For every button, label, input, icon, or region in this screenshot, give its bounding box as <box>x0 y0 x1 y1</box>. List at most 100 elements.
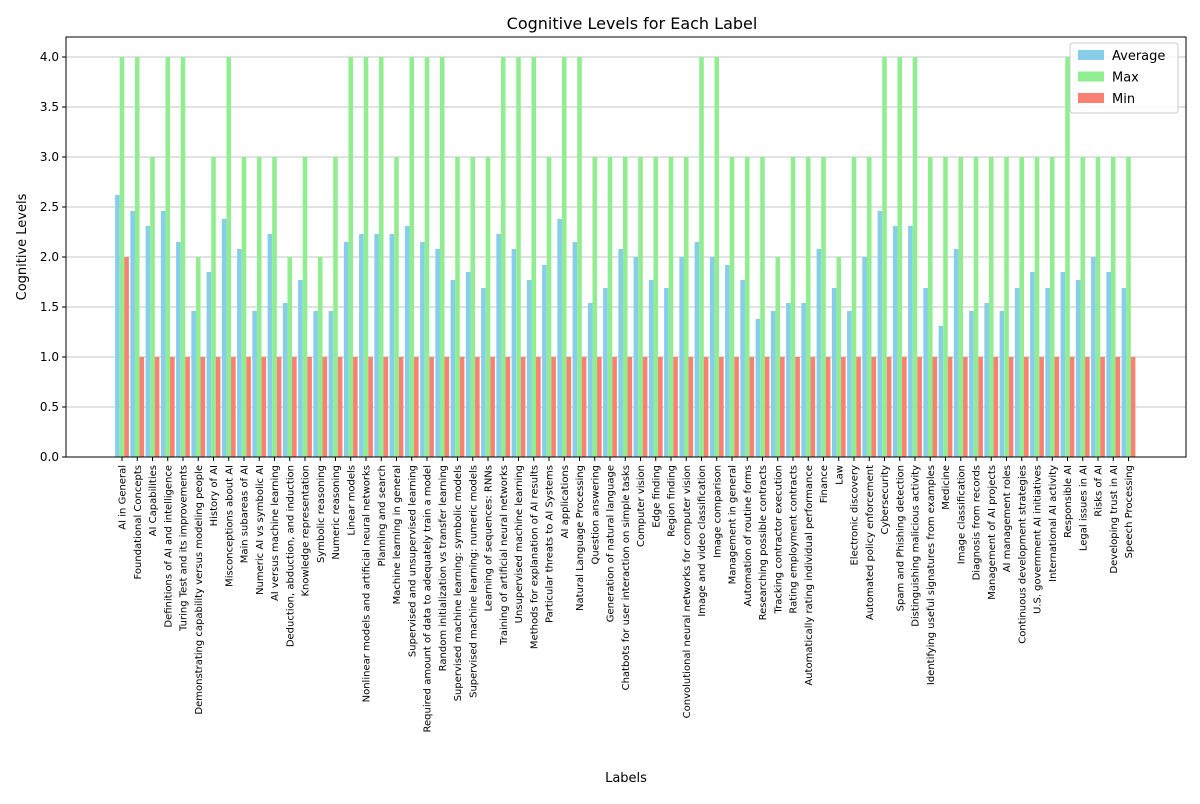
bar-min-16 <box>368 357 373 457</box>
bar-average-26 <box>511 249 517 457</box>
bar-average-34 <box>633 257 639 457</box>
bar-average-36 <box>664 288 669 457</box>
bar-average-41 <box>740 280 745 457</box>
x-tick-label: AI Capabilities <box>148 465 159 536</box>
bar-max-43 <box>775 257 781 457</box>
legend-swatch-min <box>1078 93 1104 103</box>
bar-min-50 <box>886 357 892 457</box>
bar-min-40 <box>734 357 739 457</box>
bar-max-17 <box>378 57 384 457</box>
bar-max-11 <box>287 257 293 457</box>
bar-average-38 <box>694 242 700 457</box>
x-tick-label: Misconceptions about AI <box>224 465 235 587</box>
bar-average-46 <box>816 249 822 457</box>
bar-average-23 <box>465 272 471 457</box>
bar-max-13 <box>317 257 323 457</box>
x-tick-label: Medicine <box>941 465 952 510</box>
bar-average-11 <box>282 303 288 457</box>
x-tick-label: Learning of sequences: RNNs <box>484 465 495 611</box>
plot-frame <box>65 36 1187 458</box>
x-tick-label: Demonstrating capability versus modeling… <box>194 465 205 715</box>
bar-max-24 <box>485 157 491 457</box>
bar-min-21 <box>444 357 450 457</box>
bar-average-6 <box>206 272 212 457</box>
legend-label-max: Max <box>1112 71 1139 86</box>
x-tick-label: Turing Test and its improvements <box>179 465 190 632</box>
bar-max-22 <box>455 157 460 457</box>
x-tick-label: Convolutional neural networks for comput… <box>682 465 693 718</box>
bar-average-10 <box>267 234 273 457</box>
bar-average-16 <box>359 234 364 457</box>
bar-average-7 <box>221 219 227 457</box>
bar-min-27 <box>536 357 541 457</box>
x-tick-label: Management of AI projects <box>987 465 998 600</box>
bar-max-15 <box>348 57 354 457</box>
bar-max-36 <box>668 157 674 457</box>
bar-min-47 <box>841 357 846 457</box>
bar-min-2 <box>154 357 160 457</box>
bar-min-58 <box>1008 357 1014 457</box>
x-tick-label: Risks of AI <box>1094 465 1105 517</box>
bar-min-64 <box>1100 357 1105 457</box>
bar-max-3 <box>165 57 171 457</box>
x-tick-label: Main subareas of AI <box>240 465 251 563</box>
bar-max-44 <box>790 157 796 457</box>
bar-min-39 <box>719 357 724 457</box>
x-tick-label: Machine learning in general <box>392 465 403 604</box>
bar-max-14 <box>333 157 338 457</box>
bar-average-64 <box>1091 257 1096 457</box>
x-tick-label: Edge finding <box>651 465 662 528</box>
legend-swatch-max <box>1078 71 1104 82</box>
bar-average-9 <box>252 311 257 457</box>
x-tick-label: Researching possible contracts <box>758 465 769 620</box>
bar-average-65 <box>1106 272 1111 457</box>
bar-average-30 <box>572 242 578 457</box>
bar-average-29 <box>557 219 562 457</box>
bar-min-31 <box>597 357 602 457</box>
legend-label-average: Average <box>1112 49 1165 64</box>
bar-max-33 <box>622 157 628 457</box>
x-tick-label: Spam and Phishing detection <box>895 465 906 611</box>
x-tick-label: Automatically rating individual performa… <box>804 465 815 686</box>
x-tick-label: Chatbots for user interaction on simple … <box>621 465 632 690</box>
x-tick-label: Knowledge representation <box>301 465 312 597</box>
bar-min-53 <box>932 357 938 457</box>
bar-average-33 <box>618 249 623 457</box>
bar-average-55 <box>953 249 959 457</box>
bar-min-61 <box>1054 357 1060 457</box>
bar-min-0 <box>124 257 129 457</box>
bar-max-46 <box>821 157 826 457</box>
bar-min-10 <box>276 357 282 457</box>
bar-max-27 <box>531 57 537 457</box>
bar-min-5 <box>200 357 206 457</box>
bar-max-55 <box>958 157 964 457</box>
bar-max-63 <box>1080 157 1086 457</box>
bar-max-18 <box>394 157 399 457</box>
bar-average-61 <box>1045 288 1050 457</box>
bar-min-8 <box>246 357 251 457</box>
y-tick-label: 1.5 <box>40 300 59 314</box>
bar-average-22 <box>450 280 456 457</box>
x-tick-label: Distinguishing malicious activity <box>911 465 922 627</box>
bar-max-20 <box>424 57 430 457</box>
bar-min-19 <box>414 357 419 457</box>
x-tick-label: AI management roles <box>1002 465 1013 572</box>
x-tick-label: Speech Processing <box>1124 465 1135 558</box>
x-tick-label: Rating employment contracts <box>789 465 800 614</box>
bar-max-50 <box>882 57 887 457</box>
chart-title: Cognitive Levels for Each Label <box>507 14 758 33</box>
x-tick-label: Required amount of data to adequately tr… <box>423 465 434 732</box>
bar-min-29 <box>566 357 572 457</box>
x-tick-label: Law <box>834 465 845 485</box>
bar-max-58 <box>1004 157 1009 457</box>
bar-min-36 <box>673 357 678 457</box>
bar-min-66 <box>1130 357 1136 457</box>
bar-average-25 <box>496 234 501 457</box>
bar-min-4 <box>185 357 190 457</box>
x-tick-label: Identifying useful signatures from examp… <box>926 465 937 685</box>
bar-max-57 <box>988 157 994 457</box>
y-tick-label: 2.0 <box>40 250 59 264</box>
x-tick-label: Electronic discovery <box>850 465 861 566</box>
bar-max-0 <box>119 57 125 457</box>
bar-average-8 <box>237 249 242 457</box>
